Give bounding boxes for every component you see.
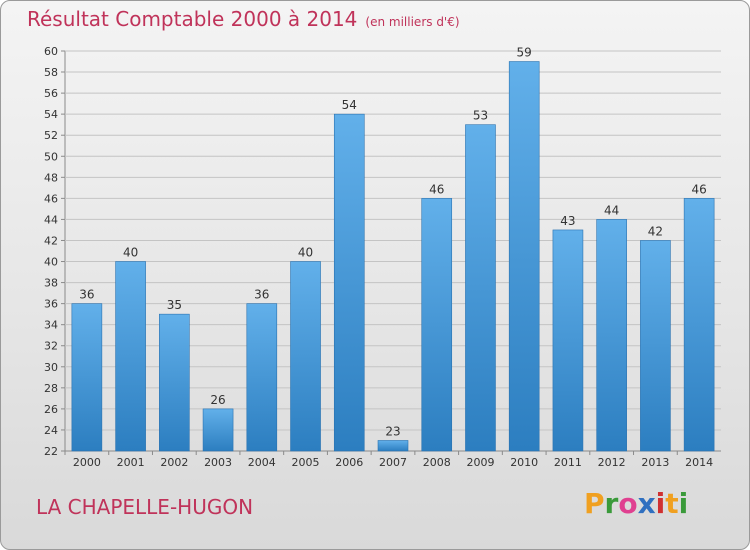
bar	[596, 219, 627, 452]
data-label: 59	[517, 46, 532, 60]
x-tick-label: 2013	[641, 456, 669, 469]
y-tick-label: 50	[44, 150, 58, 163]
logo-letter: r	[604, 487, 619, 520]
proxiti-logo[interactable]: Proxiti	[584, 487, 688, 520]
logo-letter: P	[584, 487, 605, 520]
y-tick-label: 44	[44, 213, 58, 226]
chart-title: Résultat Comptable 2000 à 2014	[27, 7, 358, 31]
y-tick-label: 38	[44, 277, 58, 290]
y-tick-label: 22	[44, 445, 58, 458]
bar	[115, 261, 146, 452]
chart-title-block: Résultat Comptable 2000 à 2014 (en millie…	[27, 7, 460, 31]
logo-letter: t	[665, 487, 679, 520]
y-tick-label: 58	[44, 66, 58, 79]
bar	[683, 198, 715, 452]
bar	[290, 261, 321, 452]
x-tick-label: 2009	[466, 456, 494, 469]
y-tick-label: 52	[44, 129, 58, 142]
y-tick-label: 46	[44, 192, 58, 205]
data-label: 43	[560, 214, 575, 228]
data-label: 46	[429, 182, 444, 196]
x-tick-label: 2002	[160, 456, 188, 469]
x-tick-label: 2011	[554, 456, 582, 469]
data-label: 46	[691, 182, 706, 196]
data-label: 53	[473, 109, 488, 123]
y-tick-label: 30	[44, 361, 58, 374]
data-labels: 36 40 35 26 36 40 54 23 46 53 59 43 44 42 46	[79, 46, 707, 439]
bar	[71, 303, 103, 452]
logo-letter: x	[637, 487, 656, 520]
data-label: 35	[167, 298, 182, 312]
bar	[246, 303, 278, 452]
bars	[71, 61, 715, 452]
data-label: 40	[123, 246, 138, 260]
x-tick-label: 2014	[685, 456, 713, 469]
bar	[421, 198, 453, 452]
bar	[377, 440, 409, 452]
y-tick-label: 56	[44, 87, 58, 100]
x-tick-label: 2012	[598, 456, 626, 469]
data-label: 36	[254, 288, 269, 302]
x-tick-label: 2006	[335, 456, 363, 469]
data-label: 36	[79, 288, 94, 302]
data-label: 40	[298, 246, 313, 260]
y-tick-label: 54	[44, 108, 58, 121]
x-tick-label: 2000	[73, 456, 101, 469]
chart-subtitle: (en milliers d'€)	[365, 15, 460, 29]
x-tick-label: 2005	[292, 456, 320, 469]
data-label: 44	[604, 203, 619, 217]
bar	[202, 408, 234, 452]
logo-letter: i	[678, 487, 689, 520]
x-tick-label: 2010	[510, 456, 538, 469]
bar	[465, 124, 496, 452]
x-tick-label: 2007	[379, 456, 407, 469]
y-tick-label: 26	[44, 403, 58, 416]
x-tick-label: 2003	[204, 456, 232, 469]
logo-letter: i	[655, 487, 666, 520]
y-tick-label: 24	[44, 424, 58, 437]
y-tick-label: 34	[44, 319, 58, 332]
y-axis-ticks: 22 24 26 28 30 32 34 36 38 40 42 44 46 48 50 52 54 56 58 60	[44, 45, 58, 458]
y-tick-label: 36	[44, 298, 58, 311]
bar	[640, 240, 671, 452]
y-tick-label: 28	[44, 382, 58, 395]
x-tick-label: 2004	[248, 456, 276, 469]
y-tick-label: 32	[44, 340, 58, 353]
bar	[552, 229, 584, 452]
bar	[159, 313, 190, 452]
logo-letter: o	[618, 487, 638, 520]
y-tick-label: 42	[44, 234, 58, 247]
y-tick-label: 48	[44, 171, 58, 184]
data-label: 54	[342, 98, 357, 112]
y-tick-label: 60	[44, 45, 58, 58]
data-label: 26	[210, 393, 225, 407]
bar	[508, 61, 540, 452]
y-tick-label: 40	[44, 256, 58, 269]
data-label: 23	[385, 424, 400, 438]
bar	[333, 113, 365, 452]
commune-name: LA CHAPELLE-HUGON	[36, 495, 254, 519]
x-axis-ticks: 2000 2001 2002 2003 2004 2005 2006 2007 2008 2009…	[64, 451, 713, 469]
x-tick-label: 2001	[117, 456, 145, 469]
data-label: 42	[648, 224, 663, 238]
x-tick-label: 2008	[423, 456, 451, 469]
